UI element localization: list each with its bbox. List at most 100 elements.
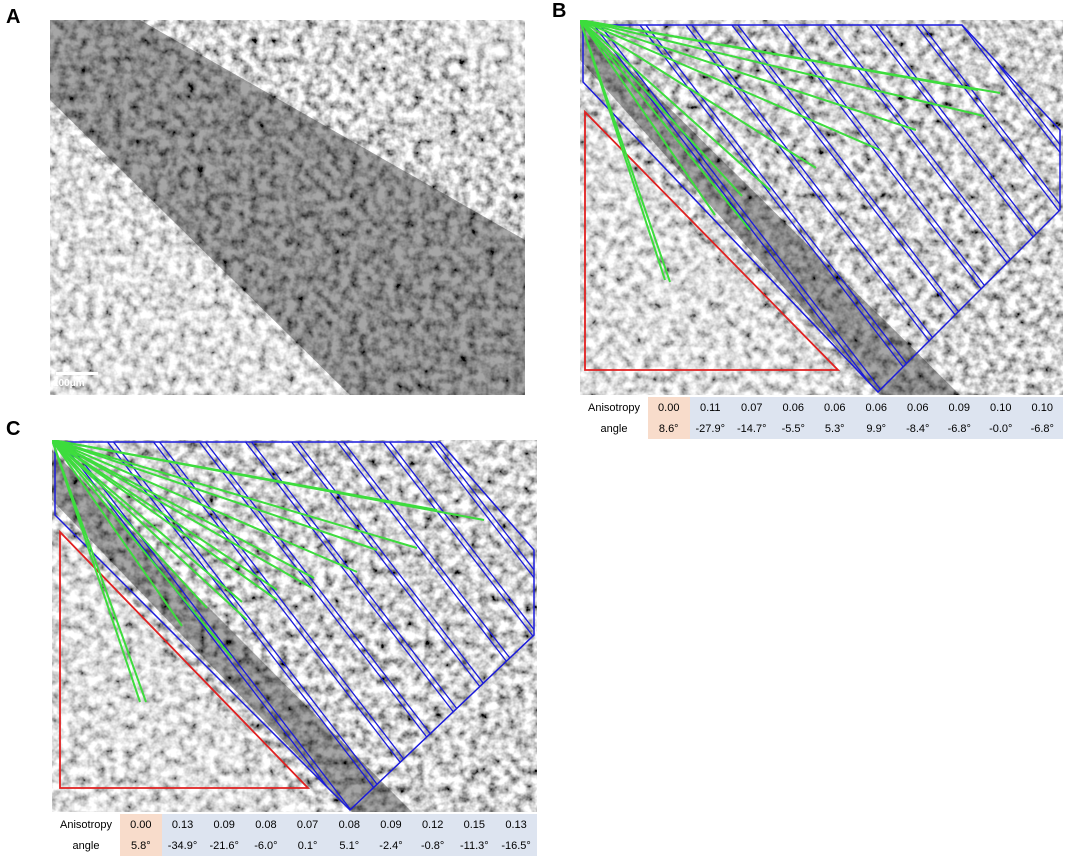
table-cell: 0.06 [897,397,939,418]
micrograph [52,440,537,812]
row-header: Anisotropy [580,397,648,418]
roi-outline [582,24,1061,394]
table-cell: 0.00 [648,397,690,418]
table-cell: 0.08 [328,814,371,835]
orientation-vector [580,20,1001,94]
scale-bar [56,372,98,375]
dark-band [580,20,960,395]
table-cell: 0.13 [161,814,204,835]
row-header: Anisotropy [52,814,120,835]
table-row: Anisotropy 0.00 0.11 0.07 0.06 0.06 0.06 0.06 0.… [580,397,1063,418]
table-cell: -8.4° [897,418,939,439]
table-cell: -21.6° [203,835,246,856]
stripe-line [310,442,534,810]
orientation-vector [52,440,183,627]
dark-band [50,20,525,395]
table-cell: -16.5° [495,835,537,856]
stripe-line [926,25,1060,392]
table-cell: -14.7° [731,418,773,439]
orientation-vector [580,20,917,131]
table-cell: 9.9° [855,418,897,439]
table-cell: 0.06 [772,397,814,418]
table-cell: 0.10 [980,397,1022,418]
orientation-vector [580,20,671,283]
orientation-vector [580,20,985,117]
panel-label: A [6,6,21,28]
anisotropy-table: Anisotropy 0.00 0.13 0.09 0.08 0.07 0.08 0.09 0.… [52,814,537,856]
row-header: angle [580,418,648,439]
table-cell: 0.13 [495,814,537,835]
panel-label: B [552,0,567,22]
orientation-vector [52,440,418,549]
table-row: angle 5.8° -34.9° -21.6° -6.0° 0.1° 5.1° -2.4° -… [52,835,537,856]
table-cell: -5.5° [772,418,814,439]
stripe-line [840,25,1060,392]
texture [50,20,525,395]
stripe-line [583,25,911,392]
anisotropy-table: Anisotropy 0.00 0.11 0.07 0.06 0.06 0.06 0.06 0.… [580,397,1063,439]
orientation-vector [52,440,243,603]
table-cell: 0.15 [453,814,496,835]
table-cell: -11.3° [453,835,496,856]
stripe-line [610,25,963,392]
stripe-line [583,25,917,392]
table-cell: -6.0° [245,835,287,856]
orientation-vector [52,440,485,521]
light-region [430,20,525,120]
panel-label: C [6,418,21,440]
table-cell: -6.8° [938,418,980,439]
orientation-vector [580,20,751,231]
table-cell: 0.1° [286,835,329,856]
table-cell: -6.8° [1021,418,1063,439]
light-region [580,110,850,395]
reference-roi [59,529,311,789]
stripe-line [55,442,378,810]
scale-bar-label: 100μm [53,378,85,389]
table-cell: -2.4° [370,835,412,856]
orientation-vector [580,20,771,191]
orientation-vector [580,20,716,216]
stripe-line [794,25,1060,392]
micrograph [50,20,525,395]
orientation-vector [52,440,358,573]
stripe-line [80,442,430,810]
table-cell: 8.6° [648,418,690,439]
orientation-vector [52,440,313,589]
stripe-line [304,442,534,810]
stripe-line [402,442,534,810]
table-cell: 0.12 [411,814,454,835]
table-cell: 0.10 [1021,397,1063,418]
stripe-line [788,25,1060,392]
table-cell: 5.3° [814,418,856,439]
table-row: Anisotropy 0.00 0.13 0.09 0.08 0.07 0.08 0.09 0.… [52,814,537,835]
reference-roi [584,109,841,371]
table-row: angle 8.6° -27.9° -14.7° -5.5° 5.3° 9.9° -8.4° -… [580,418,1063,439]
stripe-line [396,442,534,810]
table-cell: 5.8° [120,835,162,856]
orientation-vector [580,20,817,169]
row-header: angle [52,835,120,856]
table-cell: -34.9° [161,835,204,856]
orientation-vector [52,440,278,591]
table-cell: 0.08 [245,814,287,835]
orientation-vector [52,440,233,659]
orientation-vector [52,440,147,703]
stripe-line [350,442,534,810]
table-cell: 0.09 [370,814,412,835]
roi-outline [54,441,535,812]
table-cell: -27.9° [689,418,731,439]
stripe-line [880,25,1060,392]
orientation-vector [580,20,881,151]
orientation-vector [52,440,315,579]
table-cell: -0.0° [980,418,1022,439]
orientation-vector [580,20,743,197]
orientation-vector [52,440,278,601]
stripe-line [834,25,1060,392]
table-cell: 0.11 [689,397,731,418]
stripe-line [264,442,534,810]
table-cell: 0.06 [814,397,856,418]
orientation-vector [52,440,208,609]
table-cell: 0.09 [938,397,980,418]
table-cell: 5.1° [328,835,371,856]
table-cell: 0.09 [203,814,246,835]
